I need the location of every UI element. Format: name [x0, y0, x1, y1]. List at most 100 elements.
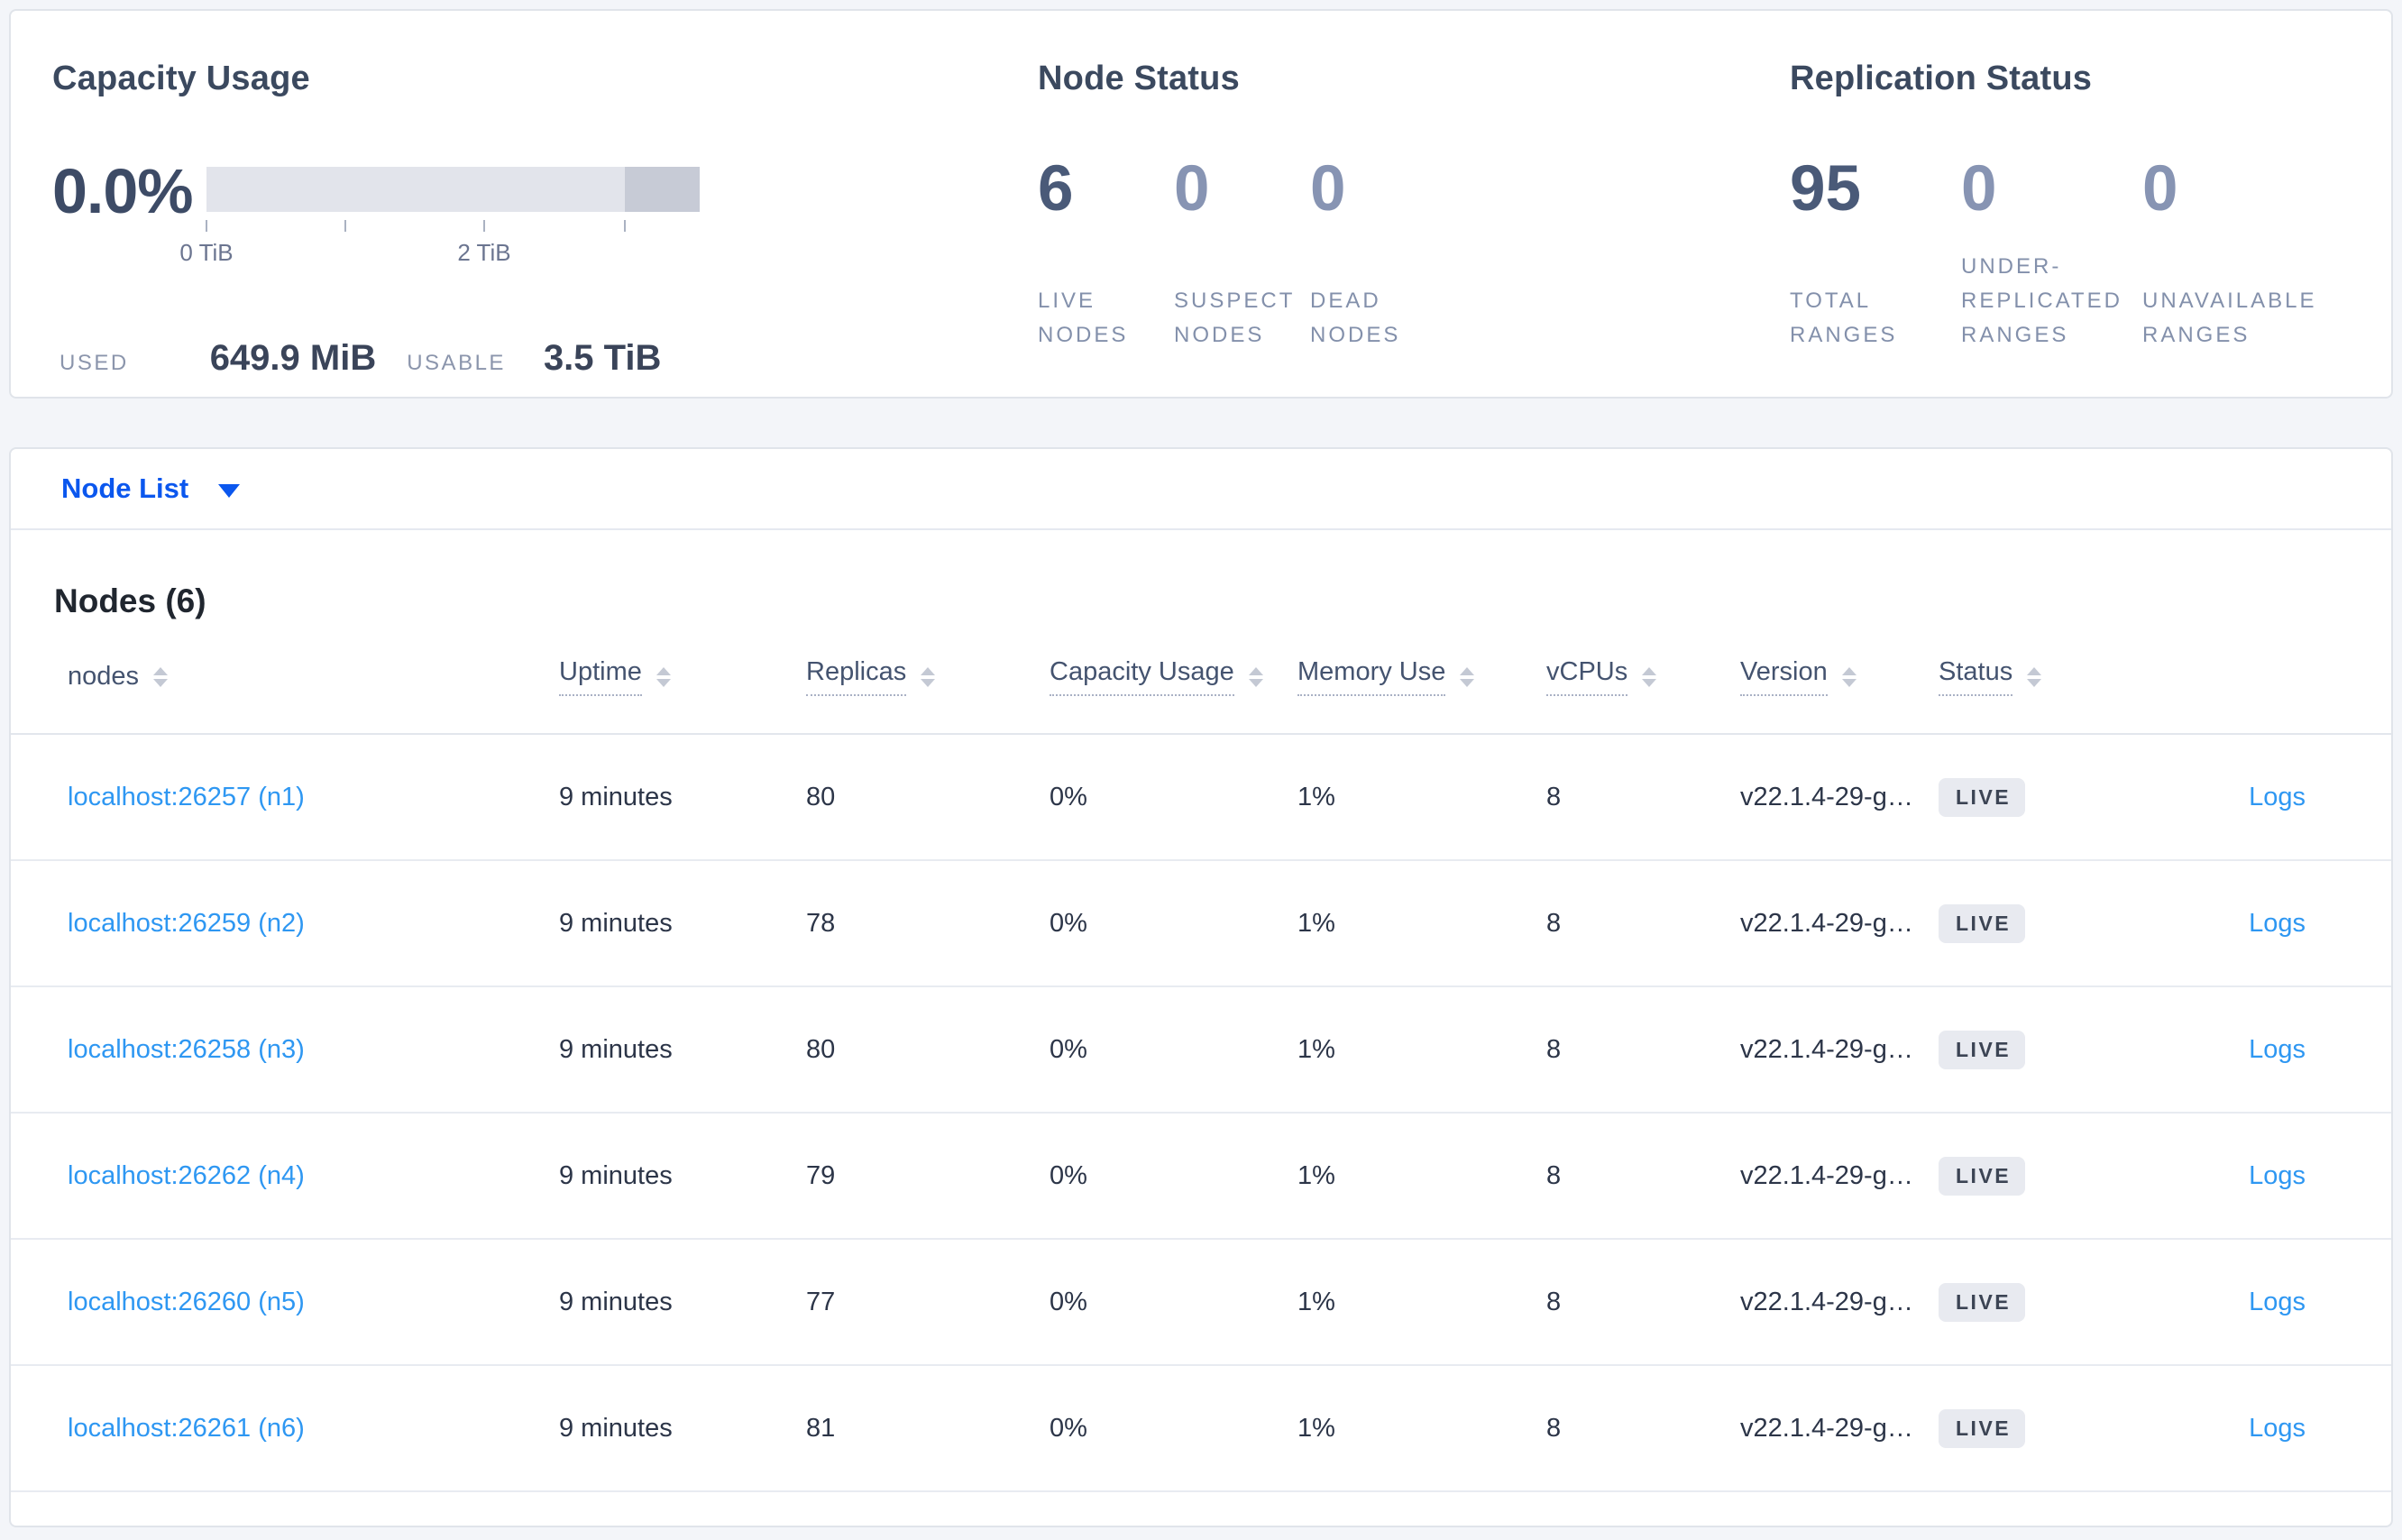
- capacity-usage-bar: 0 TiB 2 TiB: [179, 161, 700, 266]
- node-link[interactable]: localhost:26262 (n4): [68, 1160, 305, 1190]
- summary-metric: 0 UNAVAILABLE RANGES: [2142, 153, 2350, 353]
- tick-label: 0 TiB: [179, 239, 234, 266]
- metric-value: 0: [1174, 153, 1210, 225]
- capacity-tick: [623, 212, 627, 232]
- metric-value: 0: [2142, 153, 2178, 225]
- summary-metric: 95 TOTAL RANGES: [1790, 157, 1961, 353]
- logs-link[interactable]: Logs: [2249, 1160, 2306, 1190]
- summary-metric: 0 DEAD NODES: [1310, 157, 1446, 353]
- view-selector-label[interactable]: Node List: [61, 472, 189, 504]
- nodes-section-title: Nodes (6): [54, 582, 206, 619]
- column-header-label: nodes: [68, 662, 140, 692]
- logs-link[interactable]: Logs: [2249, 782, 2306, 811]
- logs-cell: Logs: [2249, 1414, 2306, 1444]
- nodes-table-header: nodes Uptime Replicas Capacity Usage Memory …: [11, 621, 2391, 735]
- status-cell: LIVE: [1939, 1156, 2155, 1196]
- capacity-bar-track: [206, 167, 700, 212]
- metric-label: SUSPECT NODES: [1174, 289, 1295, 347]
- metric-label: LIVE NODES: [1038, 289, 1129, 347]
- metric-value: 6: [1038, 153, 1074, 225]
- column-header-label: Capacity Usage: [1050, 657, 1234, 696]
- capacity-usage-cell: 0%: [1050, 1034, 1087, 1064]
- tick-mark: [623, 220, 626, 232]
- column-header-vcpus[interactable]: vCPUs: [1546, 657, 1740, 696]
- status-badge: LIVE: [1939, 777, 2026, 817]
- capacity-usage-cell: 0%: [1050, 782, 1087, 811]
- sort-asc-icon: [153, 666, 169, 675]
- sort-icon[interactable]: [921, 666, 936, 687]
- sort-icon[interactable]: [656, 666, 671, 687]
- table-row: localhost:26258 (n3) 9 minutes 80 0% 1% 8 v22.…: [11, 987, 2391, 1114]
- metric-value: 0: [1961, 153, 1997, 225]
- capacity-usable-value: 3.5 TiB: [543, 338, 662, 378]
- node-link[interactable]: localhost:26258 (n3): [68, 1034, 305, 1064]
- sort-desc-icon: [1642, 678, 1657, 687]
- logs-link[interactable]: Logs: [2249, 1413, 2306, 1443]
- sort-desc-icon: [153, 678, 169, 687]
- node-link[interactable]: localhost:26259 (n2): [68, 908, 305, 938]
- column-header-memory-use[interactable]: Memory Use: [1297, 657, 1546, 696]
- node-link[interactable]: localhost:26261 (n6): [68, 1413, 305, 1443]
- version-cell: v22.1.4-29-g…: [1740, 908, 1913, 938]
- node-link[interactable]: localhost:26260 (n5): [68, 1287, 305, 1316]
- sort-icon[interactable]: [1460, 666, 1475, 687]
- vcpus-cell: 8: [1546, 1287, 1562, 1316]
- capacity-usage-title: Capacity Usage: [52, 60, 310, 97]
- sort-asc-icon: [921, 666, 936, 675]
- memory-use-cell: 1%: [1297, 782, 1335, 811]
- logs-cell: Logs: [2249, 783, 2306, 812]
- sort-asc-icon: [1248, 666, 1263, 675]
- column-header-uptime[interactable]: Uptime: [559, 657, 806, 696]
- status-badge: LIVE: [1939, 903, 2026, 943]
- status-badge: LIVE: [1939, 1156, 2026, 1196]
- capacity-usable-label: USABLE: [407, 351, 506, 375]
- sort-desc-icon: [1460, 678, 1475, 687]
- column-header-label: Status: [1939, 657, 2013, 696]
- logs-link[interactable]: Logs: [2249, 908, 2306, 938]
- status-badge: LIVE: [1939, 1408, 2026, 1448]
- table-row: localhost:26261 (n6) 9 minutes 81 0% 1% 8 v22.…: [11, 1366, 2391, 1492]
- logs-cell: Logs: [2249, 1035, 2306, 1065]
- column-header-nodes[interactable]: nodes: [68, 662, 559, 692]
- status-cell: LIVE: [1939, 1408, 2155, 1448]
- sort-icon[interactable]: [1642, 666, 1657, 687]
- tick-mark: [344, 220, 346, 232]
- column-header-status[interactable]: Status: [1939, 657, 2155, 696]
- column-header-capacity-usage[interactable]: Capacity Usage: [1050, 657, 1297, 696]
- sort-icon[interactable]: [1248, 666, 1263, 687]
- replicas-cell: 80: [806, 782, 836, 811]
- sort-icon[interactable]: [153, 666, 169, 687]
- logs-cell: Logs: [2249, 909, 2306, 939]
- version-cell: v22.1.4-29-g…: [1740, 782, 1913, 811]
- capacity-usage-cell: 0%: [1050, 1160, 1087, 1190]
- capacity-used-value: 649.9 MiB: [209, 338, 377, 378]
- logs-cell: Logs: [2249, 1161, 2306, 1191]
- sort-desc-icon: [1841, 678, 1857, 687]
- vcpus-cell: 8: [1546, 1034, 1562, 1064]
- memory-use-cell: 1%: [1297, 1413, 1335, 1443]
- logs-link[interactable]: Logs: [2249, 1287, 2306, 1316]
- status-badge: LIVE: [1939, 1030, 2026, 1069]
- column-header-version[interactable]: Version: [1740, 657, 1939, 696]
- logs-link[interactable]: Logs: [2249, 1034, 2306, 1064]
- replicas-cell: 78: [806, 908, 836, 938]
- version-cell: v22.1.4-29-g…: [1740, 1034, 1913, 1064]
- sort-asc-icon: [2027, 666, 2042, 675]
- sort-icon[interactable]: [2027, 666, 2042, 687]
- nodes-table-body: localhost:26257 (n1) 9 minutes 80 0% 1% 8 v22.…: [11, 735, 2391, 1492]
- capacity-used-percent: 0.0%: [52, 156, 194, 226]
- view-selector-dropdown[interactable]: Node List: [11, 449, 2391, 530]
- cluster-summary-card: Capacity Usage 0.0% 0 TiB 2 TiB USED 649.…: [9, 9, 2393, 399]
- column-header-replicas[interactable]: Replicas: [806, 657, 1050, 696]
- node-link[interactable]: localhost:26257 (n1): [68, 782, 305, 811]
- node-list-card: Node List Nodes (6) nodes Uptime Replicas C…: [9, 447, 2393, 1527]
- summary-metric: 0 SUSPECT NODES: [1174, 153, 1310, 353]
- sort-desc-icon: [2027, 678, 2042, 687]
- table-row: localhost:26257 (n1) 9 minutes 80 0% 1% 8 v22.…: [11, 735, 2391, 861]
- sort-desc-icon: [921, 678, 936, 687]
- capacity-tick: 2 TiB: [457, 212, 511, 266]
- nodes-section: Nodes (6) nodes Uptime Replicas Capacity Us…: [11, 530, 2391, 1492]
- memory-use-cell: 1%: [1297, 1160, 1335, 1190]
- sort-icon[interactable]: [1841, 666, 1857, 687]
